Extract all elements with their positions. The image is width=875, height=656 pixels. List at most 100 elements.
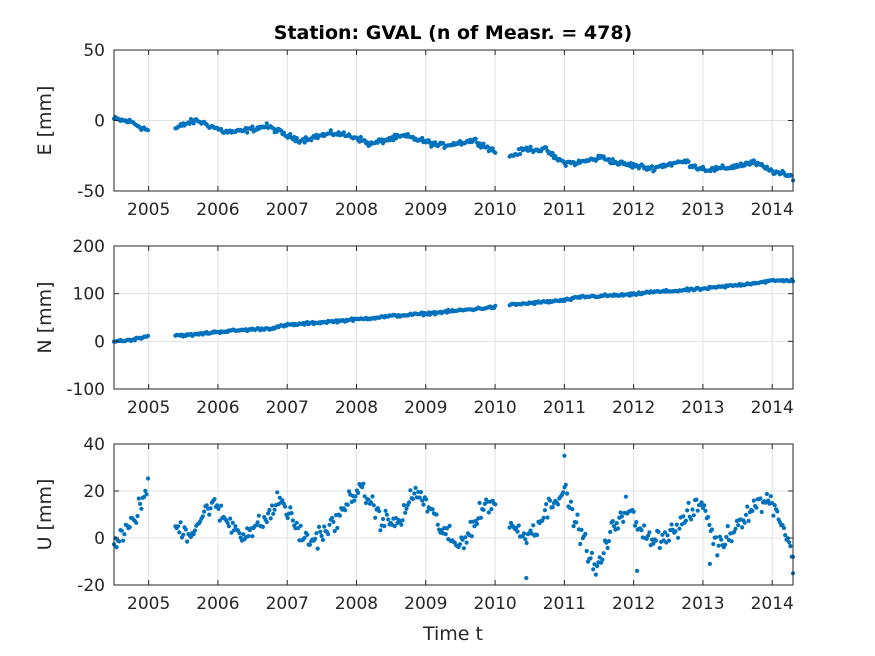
data-point xyxy=(192,532,196,536)
data-point xyxy=(493,151,497,155)
data-point xyxy=(386,517,390,521)
data-point xyxy=(364,501,368,505)
data-point xyxy=(201,514,205,518)
data-point xyxy=(493,304,497,308)
data-point xyxy=(702,503,706,507)
data-point xyxy=(290,511,294,515)
y-tick-label: 40 xyxy=(83,435,105,455)
data-point xyxy=(404,507,408,511)
data-point xyxy=(283,505,287,509)
x-tick-label: 2012 xyxy=(612,594,655,614)
data-point xyxy=(719,538,723,542)
data-point xyxy=(352,499,356,503)
data-point xyxy=(703,509,707,513)
data-point xyxy=(444,532,448,536)
data-point xyxy=(273,508,277,512)
x-tick-label: 2007 xyxy=(266,594,309,614)
x-tick-label: 2011 xyxy=(543,200,586,220)
data-point xyxy=(256,520,260,524)
data-point xyxy=(338,514,342,518)
data-point xyxy=(730,539,734,543)
data-point xyxy=(120,529,124,533)
y-tick-label: 20 xyxy=(83,482,105,502)
data-point xyxy=(421,503,425,507)
panel-3: 2005 2006 2007 2008 2009 2010 2011 2012 2013 2014… xyxy=(34,435,795,614)
data-point xyxy=(562,454,566,458)
data-point xyxy=(493,502,497,506)
data-point xyxy=(711,542,715,546)
data-point xyxy=(202,510,206,514)
data-point xyxy=(782,526,786,530)
data-point xyxy=(615,521,619,525)
data-point xyxy=(600,558,604,562)
y-tick-label: 100 xyxy=(73,285,105,305)
data-point xyxy=(606,546,610,550)
data-point xyxy=(710,527,714,531)
x-tick-label: 2007 xyxy=(266,398,309,418)
data-point xyxy=(543,508,547,512)
data-point xyxy=(434,512,438,516)
data-point xyxy=(608,530,612,534)
data-point xyxy=(620,514,624,518)
panel-2: 2005 2006 2007 2008 2009 2010 2011 2012 2013 2014… xyxy=(34,237,795,418)
data-point xyxy=(714,535,718,539)
data-point xyxy=(359,135,363,139)
data-point xyxy=(377,509,381,513)
data-point xyxy=(335,526,339,530)
data-point xyxy=(270,503,274,507)
plot-area xyxy=(114,246,793,389)
data-point xyxy=(448,524,452,528)
data-point xyxy=(207,513,211,517)
data-point xyxy=(313,537,317,541)
data-point xyxy=(295,521,299,525)
data-point xyxy=(209,506,213,510)
data-point xyxy=(474,137,478,141)
data-point xyxy=(431,507,435,511)
data-point xyxy=(479,516,483,520)
data-point xyxy=(740,525,744,529)
data-point xyxy=(775,509,779,513)
data-point xyxy=(754,506,758,510)
data-point xyxy=(382,524,386,528)
data-point xyxy=(370,494,374,498)
data-point xyxy=(331,520,335,524)
data-point xyxy=(591,567,595,571)
data-point xyxy=(564,483,568,487)
data-point xyxy=(685,508,689,512)
data-point xyxy=(647,530,651,534)
data-point xyxy=(481,142,485,146)
data-point xyxy=(320,534,324,538)
data-point xyxy=(134,521,138,525)
data-point xyxy=(265,520,269,524)
data-point xyxy=(342,130,346,134)
data-point xyxy=(115,545,119,549)
data-point xyxy=(267,508,271,512)
data-point xyxy=(316,547,320,551)
data-point xyxy=(212,497,216,501)
data-point xyxy=(694,498,698,502)
x-tick-label: 2014 xyxy=(751,200,794,220)
data-point xyxy=(121,539,125,543)
data-point xyxy=(487,510,491,514)
y-axis-label: U [mm] xyxy=(34,479,56,551)
data-point xyxy=(314,531,318,535)
x-tick-label: 2011 xyxy=(543,398,586,418)
data-point xyxy=(286,516,290,520)
data-point xyxy=(228,517,232,521)
data-point xyxy=(670,522,674,526)
y-tick-label: 0 xyxy=(94,332,105,352)
data-point xyxy=(706,515,710,519)
y-tick-label: 0 xyxy=(94,112,105,132)
data-point xyxy=(135,514,139,518)
data-point xyxy=(329,128,333,132)
data-point xyxy=(139,507,143,511)
x-tick-label: 2009 xyxy=(404,594,447,614)
data-point xyxy=(717,544,721,548)
y-tick-label: 200 xyxy=(73,237,105,257)
data-point xyxy=(424,497,428,501)
x-tick-label: 2009 xyxy=(404,398,447,418)
data-point xyxy=(579,528,583,532)
data-point xyxy=(291,518,295,522)
data-point xyxy=(463,535,467,539)
